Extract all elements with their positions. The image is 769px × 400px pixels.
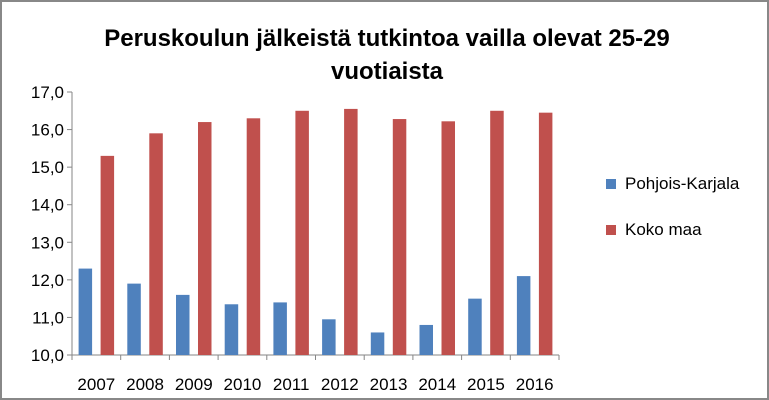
x-tick-label: 2014 xyxy=(418,375,456,394)
x-tick-label: 2008 xyxy=(126,375,164,394)
x-tick-label: 2016 xyxy=(516,375,554,394)
chart-title: Peruskoulun jälkeistä tutkintoa vailla o… xyxy=(104,25,670,85)
bar-koko-maa-2008 xyxy=(149,133,163,355)
legend-swatch-koko-maa xyxy=(606,225,616,235)
bar-pohjois-karjala-2016 xyxy=(516,276,531,355)
legend-label-pohjois-karjala: Pohjois-Karjala xyxy=(625,174,740,193)
bar-pohjois-karjala-2007 xyxy=(78,268,93,355)
x-tick-label: 2011 xyxy=(273,375,310,394)
bar-pohjois-karjala-2008 xyxy=(127,283,141,355)
bar-pohjois-karjala-2010 xyxy=(224,304,239,355)
bar-koko-maa-2010 xyxy=(246,118,261,355)
bar-koko-maa-2011 xyxy=(295,110,309,356)
x-tick-label: 2010 xyxy=(224,375,262,394)
bar-koko-maa-2007 xyxy=(100,155,115,355)
bar-pohjois-karjala-2015 xyxy=(468,298,482,355)
y-tick-label: 12,0 xyxy=(31,271,64,290)
y-tick-label: 15,0 xyxy=(31,158,64,177)
y-tick-label: 11,0 xyxy=(32,308,64,327)
bar-pohjois-karjala-2011 xyxy=(273,302,287,355)
y-tick-label: 17,0 xyxy=(31,83,64,102)
bar-pohjois-karjala-2009 xyxy=(176,294,190,355)
bar-pohjois-karjala-2013 xyxy=(370,332,385,355)
bar-koko-maa-2014 xyxy=(441,121,455,355)
x-tick-label: 2015 xyxy=(467,375,505,394)
legend-swatch-pohjois-karjala xyxy=(606,179,616,189)
y-tick-label: 16,0 xyxy=(31,121,64,140)
legend: Pohjois-Karjala Koko maa xyxy=(606,174,739,266)
y-tick-label: 10,0 xyxy=(31,346,64,365)
bar-pohjois-karjala-2014 xyxy=(419,324,433,355)
bar-koko-maa-2012 xyxy=(344,108,358,356)
legend-item-koko-maa: Koko maa xyxy=(606,220,739,240)
legend-label-koko-maa: Koko maa xyxy=(625,220,702,239)
bar-koko-maa-2015 xyxy=(490,110,504,356)
x-tick-label: 2012 xyxy=(321,375,359,394)
x-tick-label: 2009 xyxy=(175,375,213,394)
y-tick-label: 13,0 xyxy=(31,233,64,252)
bar-koko-maa-2016 xyxy=(538,112,553,356)
bar-koko-maa-2013 xyxy=(392,119,407,356)
x-tick-label: 2007 xyxy=(77,375,115,394)
x-tick-label: 2013 xyxy=(370,375,408,394)
legend-item-pohjois-karjala: Pohjois-Karjala xyxy=(606,174,739,194)
bar-pohjois-karjala-2012 xyxy=(322,319,336,355)
bar-koko-maa-2009 xyxy=(198,122,212,355)
y-tick-label: 14,0 xyxy=(31,196,64,215)
